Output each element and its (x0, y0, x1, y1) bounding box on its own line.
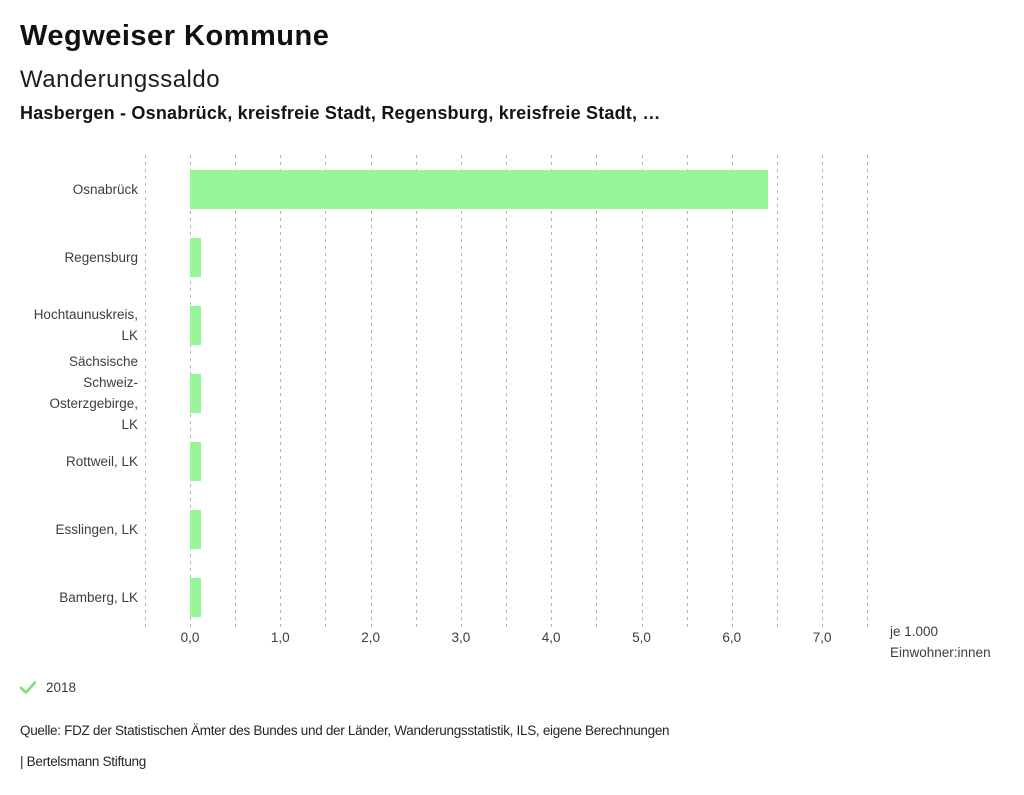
category-label: Hochtaunuskreis, LK (0, 304, 138, 346)
x-tick-label: 4,0 (541, 630, 561, 645)
axis-unit-line-1: je 1.000 (890, 624, 939, 639)
branding-line: | Bertelsmann Stiftung (20, 754, 146, 769)
bar-rottweil-lk[interactable] (190, 441, 201, 481)
gridline (370, 155, 372, 631)
category-label-line: Hochtaunuskreis, (33, 307, 138, 322)
gridline (460, 155, 462, 631)
x-tick-label: 6,0 (722, 630, 742, 645)
category-label-line: Osnabrück (72, 181, 138, 197)
gridline (144, 155, 146, 631)
category-label-line: Osterzgebirge, (49, 396, 138, 411)
x-tick-label: 0,0 (180, 630, 200, 645)
axis-unit-label: je 1.000 Einwohner:innen (890, 621, 991, 663)
bar-bamberg-lk[interactable] (190, 577, 201, 617)
source-line: Quelle: FDZ der Statistischen Ämter des … (20, 723, 670, 738)
x-tick-label: 1,0 (270, 630, 290, 645)
bar-s-chsische-schweiz-osterzgebirge-lk[interactable] (190, 373, 201, 413)
x-axis: 0,0 1,0 2,0 3,0 4,0 5,0 6,0 7,0 (0, 630, 1024, 650)
check-icon (20, 681, 36, 694)
gridline (822, 155, 824, 631)
category-label-line: LK (121, 328, 138, 343)
x-tick-label: 2,0 (361, 630, 380, 645)
category-label-line: Sächsische (68, 354, 138, 369)
category-label: Regensburg (0, 247, 138, 268)
category-label: Sächsische Schweiz- Osterzgebirge, LK (0, 351, 138, 435)
bar-regensburg[interactable] (190, 237, 201, 277)
gridline (596, 155, 598, 631)
gridline (280, 155, 282, 631)
gridline (641, 155, 643, 631)
gridline (551, 155, 553, 631)
gridline (776, 155, 778, 631)
selection-line: Hasbergen - Osnabrück, kreisfreie Stadt,… (20, 103, 661, 123)
x-tick-label: 5,0 (632, 630, 651, 645)
gridline (686, 155, 688, 631)
category-label-line: Schweiz- (83, 375, 138, 390)
legend-year-label: 2018 (46, 680, 77, 695)
chart-title: Wanderungssaldo (20, 66, 221, 93)
category-label: Esslingen, LK (0, 519, 138, 540)
category-label-line: Regensburg (64, 249, 138, 265)
gridline (235, 155, 237, 631)
gridline (867, 155, 869, 631)
category-label-line: Rottweil, LK (65, 453, 138, 469)
gridline (506, 155, 508, 631)
category-label-line: Esslingen, LK (55, 521, 138, 537)
bar-esslingen-lk[interactable] (190, 509, 201, 549)
app-title: Wegweiser Kommune (20, 20, 330, 52)
gridline (415, 155, 417, 631)
bar-osnabr-ck[interactable] (190, 169, 768, 209)
gridline (731, 155, 733, 631)
bar-hochtaunuskreis-lk[interactable] (190, 305, 201, 345)
category-label-line: LK (121, 417, 138, 432)
axis-unit-line-2: Einwohner:innen (890, 645, 991, 660)
x-tick-label: 3,0 (451, 630, 471, 645)
category-label: Osnabrück (0, 179, 138, 200)
category-label: Rottweil, LK (0, 451, 138, 472)
gridline (325, 155, 327, 631)
legend-year-toggle[interactable]: 2018 (20, 680, 76, 695)
category-label-line: Bamberg, LK (59, 589, 138, 605)
plot-area: Osnabrück Regensburg Hochtaunuskreis, LK Säc… (0, 155, 1024, 631)
x-tick-label: 7,0 (812, 630, 832, 645)
category-label: Bamberg, LK (0, 587, 138, 608)
